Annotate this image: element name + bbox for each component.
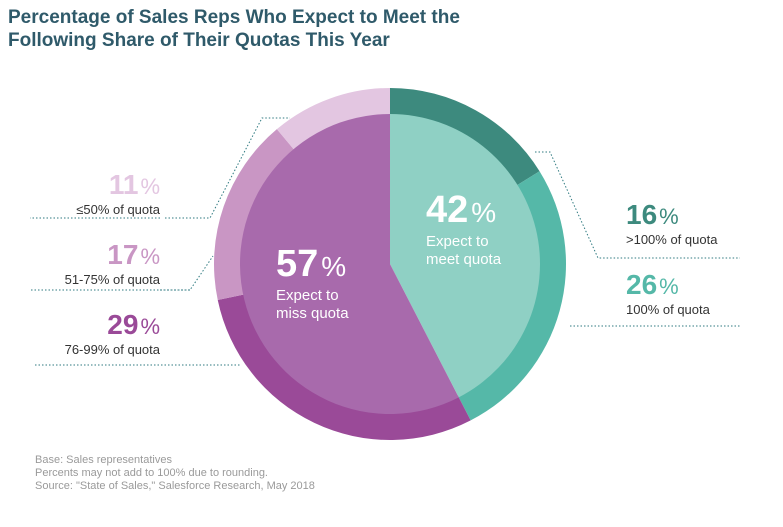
callout-51-75-label: 51-75% of quota xyxy=(64,272,160,287)
leader-lt50 xyxy=(165,117,290,219)
callout-eq100-sign: % xyxy=(659,274,679,299)
miss-quota-line-1: Expect to xyxy=(276,287,339,304)
callout-gt100: 16% >100% of quota xyxy=(626,200,776,248)
callout-51-75-value: 17 xyxy=(107,239,139,270)
outer-ring xyxy=(213,88,566,440)
title-line-2: Following Share of Their Quotas This Yea… xyxy=(8,30,390,51)
miss-quota-percent-sign: % xyxy=(321,251,347,282)
callout-lt50: 11% ≤50% of quota xyxy=(0,170,160,218)
meet-quota-percent-sign: % xyxy=(471,197,497,228)
callout-76-99-label: 76-99% of quota xyxy=(64,342,160,357)
callout-76-99: 29% 76-99% of quota xyxy=(0,310,160,358)
meet-quota-line-2: meet quota xyxy=(426,251,502,268)
miss-quota-line-2: miss quota xyxy=(276,305,349,322)
meet-quota-label: 42% Expect to meet quota xyxy=(426,190,501,269)
footnote-base: Base: Sales representatives xyxy=(35,454,172,466)
leader-51-75 xyxy=(160,255,214,291)
ring-51-75 xyxy=(213,129,295,301)
callout-lt50-label: ≤50% of quota xyxy=(76,202,160,217)
miss-quota-value: 57 xyxy=(276,243,319,285)
callout-lt50-value: 11 xyxy=(108,169,139,200)
footnote-rounding: Percents may not add to 100% due to roun… xyxy=(35,467,268,479)
miss-quota-label: 57% Expect to miss quota xyxy=(276,244,349,323)
ring-gt100 xyxy=(390,88,540,186)
inner-pie xyxy=(240,114,540,414)
callout-51-75-sign: % xyxy=(140,244,160,269)
footnote: Base: Sales representatives Percents may… xyxy=(35,454,455,493)
chart-title: Percentage of Sales Reps Who Expect to M… xyxy=(8,6,528,52)
callout-eq100-label: 100% of quota xyxy=(626,302,710,317)
meet-quota-value: 42 xyxy=(426,189,469,231)
ring-76-99 xyxy=(217,294,471,440)
callout-gt100-label: >100% of quota xyxy=(626,232,718,247)
callout-51-75: 17% 51-75% of quota xyxy=(0,240,160,288)
leader-lines xyxy=(30,117,740,366)
callout-gt100-sign: % xyxy=(659,204,679,229)
title-line-1: Percentage of Sales Reps Who Expect to M… xyxy=(8,7,460,28)
callout-eq100-value: 26 xyxy=(626,269,658,300)
slice-miss-quota xyxy=(240,114,459,414)
callout-eq100: 26% 100% of quota xyxy=(626,270,776,318)
callout-lt50-sign: % xyxy=(140,174,160,199)
meet-quota-line-1: Expect to xyxy=(426,233,489,250)
slice-meet-quota xyxy=(390,114,540,398)
ring-eq100 xyxy=(457,171,566,421)
ring-lt50 xyxy=(276,88,390,151)
leader-gt100 xyxy=(535,151,740,259)
footnote-source: Source: "State of Sales," Salesforce Res… xyxy=(35,480,315,492)
callout-76-99-sign: % xyxy=(140,314,160,339)
callout-gt100-value: 16 xyxy=(626,199,658,230)
callout-76-99-value: 29 xyxy=(107,309,139,340)
